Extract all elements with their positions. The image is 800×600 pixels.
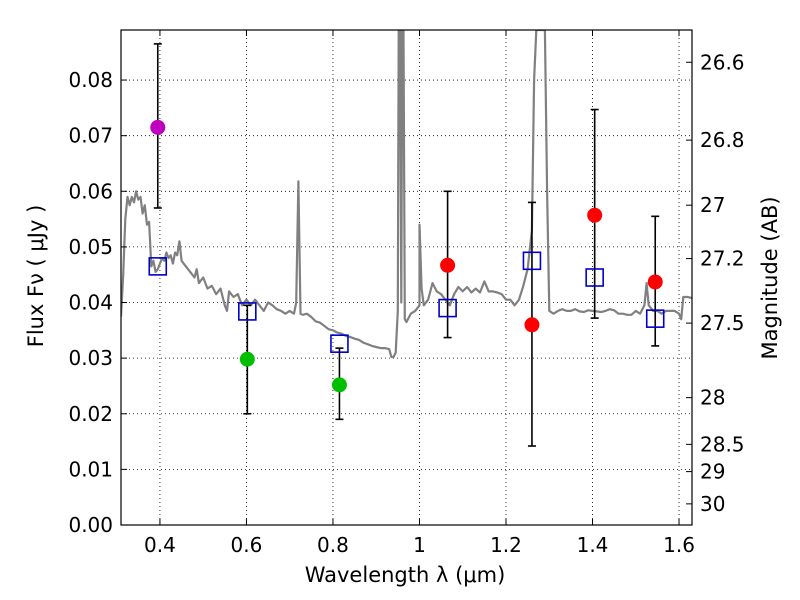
y-tick-label: 0.07 [68,124,113,148]
y-tick-label: 0.04 [68,291,113,315]
sed-model-line [121,30,692,359]
x-tick-label: 0.8 [317,533,349,557]
model-photometry-square [438,298,457,318]
x-tick-label: 1 [413,533,426,557]
plot-frame [120,29,693,526]
y-tick-label: 0.00 [68,513,113,537]
y-tick-label: 0.05 [68,235,113,259]
x-axis-label: Wavelength λ (μm) [305,563,506,587]
observed-point [524,317,540,333]
y-tick-label: 0.02 [68,402,113,426]
model-photometry-square [238,302,257,321]
y2-tick-label: 27.2 [700,247,745,271]
plot-series [121,30,692,447]
x-tick-label: 0.6 [231,533,263,557]
model-photometry-square [522,251,542,271]
y-axis-label: Flux Fν ( μJy ) [24,205,48,348]
y2-tick-label: 29 [700,460,725,484]
y2-tick-label: 26.6 [700,50,745,74]
x-axis: 0.4 0.6 0.8 1 1.2 1.4 1.6 [144,30,695,557]
observed-point [647,274,663,290]
y2-axis-label: Magnitude (AB) [758,196,782,359]
y2-tick-label: 27 [700,193,725,217]
x-tick-label: 1.6 [663,533,695,557]
y-axis-flux: 0.00 0.01 0.02 0.03 0.04 0.05 0.06 0.07 0.08 [68,68,127,537]
grid-lines [121,30,692,526]
observed-point [331,377,347,393]
y2-tick-label: 28 [700,386,725,410]
model-photometry-square [585,268,604,287]
observed-point [239,351,255,367]
observed-point [587,207,603,223]
x-tick-label: 1.4 [577,533,609,557]
y2-tick-label: 26.8 [700,128,745,152]
y-tick-label: 0.08 [68,68,113,92]
y2-tick-label: 28.5 [700,432,745,456]
y-tick-label: 0.06 [68,179,113,203]
y-tick-label: 0.03 [68,346,113,370]
x-tick-label: 0.4 [144,533,176,557]
model-photometry-square [148,257,168,276]
observed-point [150,119,166,135]
y2-tick-label: 30 [700,492,725,516]
y-tick-label: 0.01 [68,457,113,481]
x-tick-label: 1.2 [490,533,522,557]
model-photometry-square [330,334,349,353]
observed-point [440,257,456,273]
model-photometry-square [645,309,665,328]
y-axis-magnitude: 26.6 26.8 27 27.2 27.5 28 28.5 29 30 [686,50,745,516]
y2-tick-label: 27.5 [700,311,745,335]
